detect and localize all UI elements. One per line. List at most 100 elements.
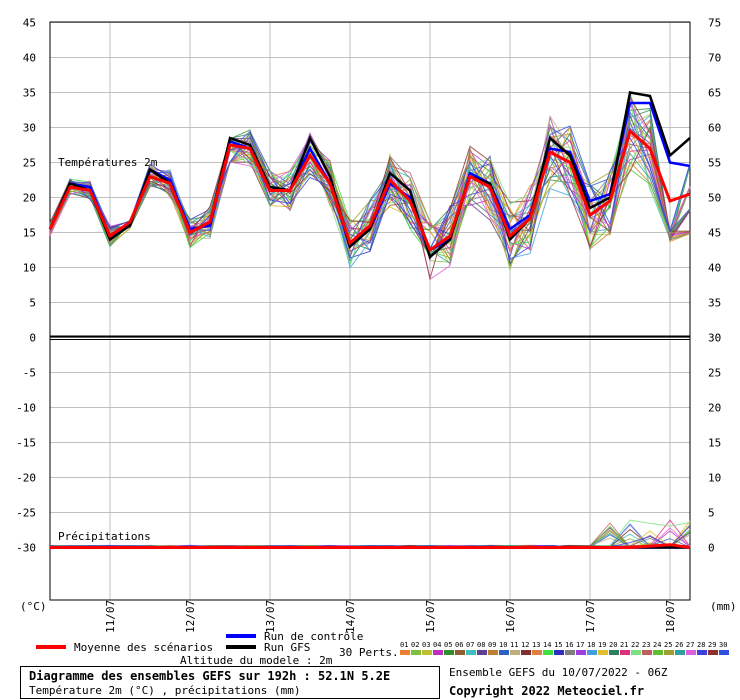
legend-pert-number: 30 xyxy=(719,641,727,649)
legend-pert-swatch xyxy=(543,650,553,655)
legend-pert-number: 08 xyxy=(477,641,485,649)
legend-pert-swatch xyxy=(477,650,487,655)
legend-pert-number: 19 xyxy=(598,641,606,649)
right-tick-label: 35 xyxy=(708,297,721,310)
right-tick-label: 50 xyxy=(708,192,721,205)
x-tick-label: 13/07 xyxy=(264,600,277,633)
left-tick-label: 30 xyxy=(23,122,36,135)
legend-pert-number: 03 xyxy=(422,641,430,649)
legend-pert-number: 27 xyxy=(686,641,694,649)
precipitation-panel-label: Précipitations xyxy=(58,530,151,543)
ensemble-member-line xyxy=(49,136,691,261)
legend-pert-swatch xyxy=(466,650,476,655)
legend-pert-number: 24 xyxy=(653,641,661,649)
legend-pert-number: 13 xyxy=(532,641,540,649)
legend-pert-number: 04 xyxy=(433,641,441,649)
temperature-panel-label: Températures 2m xyxy=(58,156,158,169)
right-tick-label: 55 xyxy=(708,157,721,170)
chart-subtitle: Température 2m (°C) , précipitations (mm… xyxy=(29,684,301,697)
right-tick-label: 30 xyxy=(708,332,721,345)
left-tick-label: -5 xyxy=(23,367,36,380)
legend-pert-swatch xyxy=(521,650,531,655)
left-tick-label: 40 xyxy=(23,52,36,65)
legend-pert-swatch xyxy=(598,650,608,655)
legend-pert-swatch xyxy=(631,650,641,655)
right-tick-label: 5 xyxy=(708,507,715,520)
legend-pert-swatch xyxy=(444,650,454,655)
legend-perts-label: 30 Perts. xyxy=(339,646,399,659)
x-tick-label: 14/07 xyxy=(344,600,357,633)
legend-pert-swatch xyxy=(554,650,564,655)
legend-pert-number: 21 xyxy=(620,641,628,649)
ensemble-member-line xyxy=(49,116,691,262)
right-tick-label: 15 xyxy=(708,437,721,450)
legend-pert-number: 29 xyxy=(708,641,716,649)
legend-pert-number: 23 xyxy=(642,641,650,649)
legend-pert-swatch xyxy=(609,650,619,655)
left-tick-label: 10 xyxy=(23,262,36,275)
legend-pert-number: 14 xyxy=(543,641,551,649)
legend-pert-swatch xyxy=(708,650,718,655)
left-tick-label: 20 xyxy=(23,192,36,205)
plot-area xyxy=(50,22,690,600)
right-tick-label: 20 xyxy=(708,402,721,415)
legend-pert-swatch xyxy=(400,650,410,655)
legend-gfs-label: Run GFS xyxy=(264,641,310,654)
legend-pert-number: 17 xyxy=(576,641,584,649)
mean-precipitation-line xyxy=(50,543,691,549)
info-box: Diagramme des ensembles GEFS sur 192h : … xyxy=(20,666,440,699)
x-tick-label: 16/07 xyxy=(504,600,517,633)
legend-pert-swatch xyxy=(565,650,575,655)
legend-pert-number: 20 xyxy=(609,641,617,649)
legend-pert-swatch xyxy=(587,650,597,655)
legend-pert-swatch xyxy=(653,650,663,655)
plot-frame xyxy=(49,21,691,601)
legend-pert-swatch xyxy=(719,650,729,655)
right-unit-label: (mm) xyxy=(710,600,737,613)
legend-pert-swatch xyxy=(488,650,498,655)
x-tick-label: 15/07 xyxy=(424,600,437,633)
left-tick-label: 25 xyxy=(23,157,36,170)
right-tick-label: 0 xyxy=(708,542,715,555)
left-tick-label: -15 xyxy=(16,437,36,450)
ensemble-member-line xyxy=(49,124,691,257)
right-tick-label: 70 xyxy=(708,52,721,65)
left-tick-label: 45 xyxy=(23,17,36,30)
legend-pert-swatch xyxy=(455,650,465,655)
legend-pert-number: 28 xyxy=(697,641,705,649)
legend-pert-number: 02 xyxy=(411,641,419,649)
legend-pert-swatch xyxy=(620,650,630,655)
ensemble-label: Ensemble GEFS du 10/07/2022 - 06Z xyxy=(449,666,668,679)
legend-pert-swatch xyxy=(422,650,432,655)
legend-pert-swatch xyxy=(576,650,586,655)
legend-pert-swatch xyxy=(411,650,421,655)
chart-title: Diagramme des ensembles GEFS sur 192h : … xyxy=(29,669,391,683)
altitude-label: Altitude du modele : 2m xyxy=(180,654,333,667)
legend-pert-number: 16 xyxy=(565,641,573,649)
left-tick-label: -30 xyxy=(16,542,36,555)
legend-pert-number: 26 xyxy=(675,641,683,649)
left-tick-label: 5 xyxy=(29,297,36,310)
left-tick-label: -20 xyxy=(16,472,36,485)
legend-pert-number: 01 xyxy=(400,641,408,649)
legend-pert-number: 09 xyxy=(488,641,496,649)
legend-pert-number: 07 xyxy=(466,641,474,649)
right-tick-label: 60 xyxy=(708,122,721,135)
legend-pert-number: 18 xyxy=(587,641,595,649)
gfs-temperature-line xyxy=(48,91,691,260)
legend-pert-number: 15 xyxy=(554,641,562,649)
legend-mean-label: Moyenne des scénarios xyxy=(74,641,213,654)
legend-control-label: Run de contrôle xyxy=(264,630,363,643)
x-tick-label: 18/07 xyxy=(664,600,677,633)
left-tick-label: 15 xyxy=(23,227,36,240)
legend-pert-number: 10 xyxy=(499,641,507,649)
legend-pert-number: 22 xyxy=(631,641,639,649)
x-tick-label: 12/07 xyxy=(184,600,197,633)
legend-pert-swatch xyxy=(532,650,542,655)
legend-pert-swatch xyxy=(675,650,685,655)
legend-pert-swatch xyxy=(510,650,520,655)
legend-pert-number: 12 xyxy=(521,641,529,649)
ensemble-member-line xyxy=(49,109,691,254)
copyright-label: Copyright 2022 Meteociel.fr xyxy=(449,684,645,698)
